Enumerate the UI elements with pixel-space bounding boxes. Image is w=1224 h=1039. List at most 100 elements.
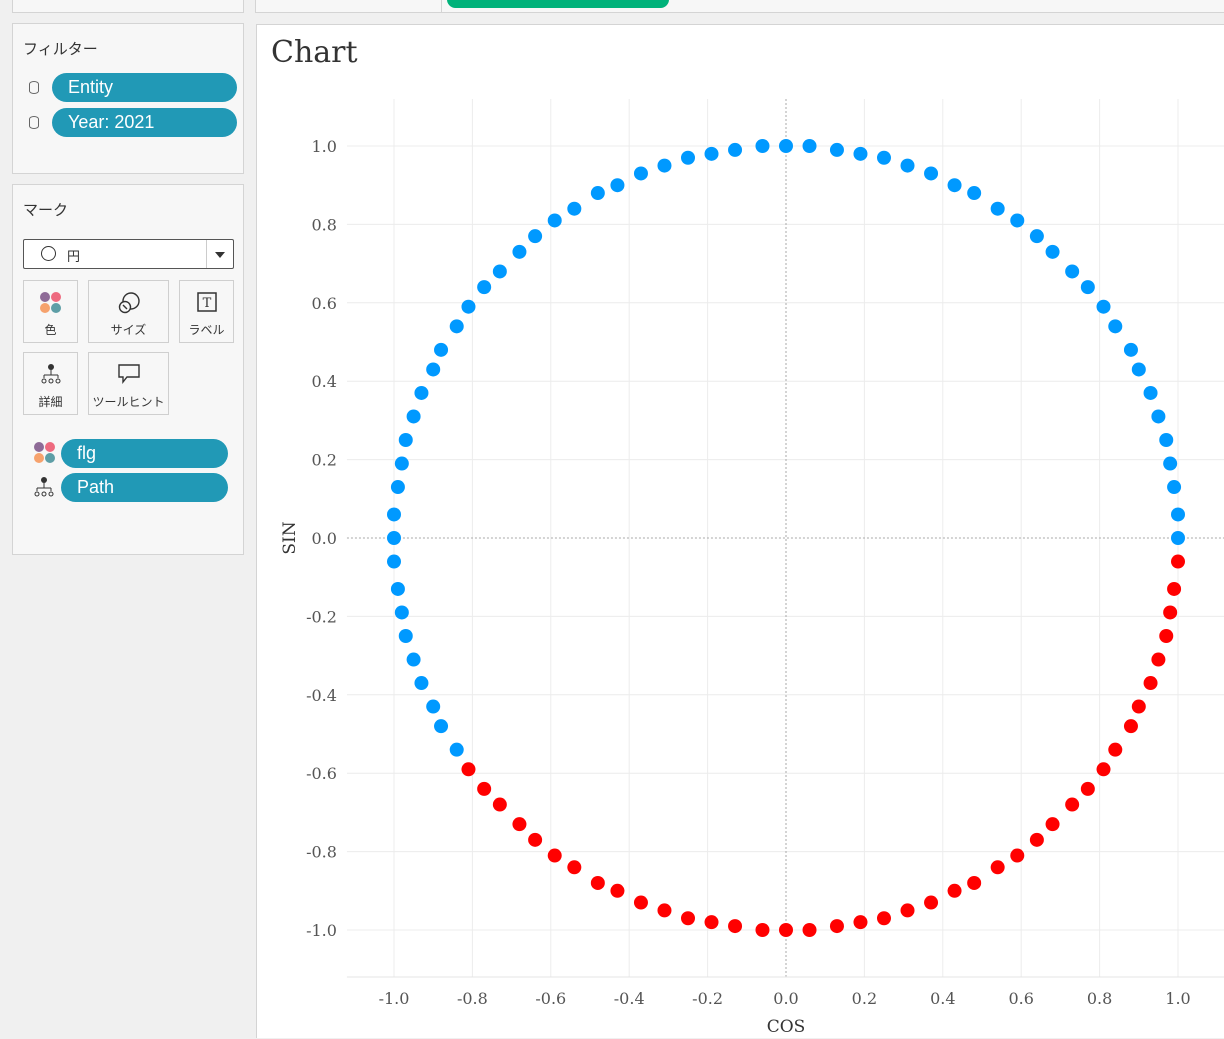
data-point[interactable] xyxy=(947,178,962,193)
data-point[interactable] xyxy=(1029,229,1044,244)
data-point[interactable] xyxy=(681,911,695,926)
data-point[interactable] xyxy=(1171,554,1185,569)
data-point[interactable] xyxy=(1045,817,1060,832)
data-point[interactable] xyxy=(449,319,464,334)
data-point[interactable] xyxy=(461,299,476,314)
data-point[interactable] xyxy=(853,915,868,930)
data-point[interactable] xyxy=(1151,652,1166,667)
color-card[interactable]: 色 xyxy=(23,280,78,343)
size-card[interactable]: サイズ xyxy=(88,280,169,343)
data-point[interactable] xyxy=(755,923,770,937)
label-card[interactable]: T ラベル xyxy=(179,280,234,343)
data-point[interactable] xyxy=(387,531,401,545)
data-point[interactable] xyxy=(924,166,939,181)
data-point[interactable] xyxy=(779,923,793,937)
data-point[interactable] xyxy=(802,139,817,153)
data-point[interactable] xyxy=(1045,244,1060,259)
data-point[interactable] xyxy=(1151,409,1166,424)
data-point[interactable] xyxy=(900,158,915,173)
data-point[interactable] xyxy=(414,676,429,691)
data-point[interactable] xyxy=(829,142,844,157)
filter-pill-year[interactable]: Year: 2021 xyxy=(52,108,237,137)
data-point[interactable] xyxy=(1131,362,1146,377)
data-point[interactable] xyxy=(1065,264,1080,279)
shelf-pill[interactable] xyxy=(447,0,669,8)
data-point[interactable] xyxy=(1065,797,1080,812)
field-pill-path[interactable]: Path xyxy=(61,473,228,502)
data-point[interactable] xyxy=(434,342,449,357)
data-point[interactable] xyxy=(547,848,562,863)
data-point[interactable] xyxy=(398,629,413,643)
data-point[interactable] xyxy=(590,875,605,890)
data-point[interactable] xyxy=(610,883,625,898)
data-point[interactable] xyxy=(1159,629,1174,643)
data-point[interactable] xyxy=(1131,699,1146,714)
data-point[interactable] xyxy=(1171,531,1185,545)
data-point[interactable] xyxy=(492,264,507,279)
data-point[interactable] xyxy=(426,699,441,714)
data-point[interactable] xyxy=(1029,832,1044,847)
data-point[interactable] xyxy=(1010,213,1025,228)
data-point[interactable] xyxy=(512,817,527,832)
data-point[interactable] xyxy=(633,166,648,181)
data-point[interactable] xyxy=(990,860,1005,875)
data-point[interactable] xyxy=(477,280,492,295)
data-point[interactable] xyxy=(947,883,962,898)
data-point[interactable] xyxy=(387,554,401,569)
data-point[interactable] xyxy=(1123,342,1138,357)
data-point[interactable] xyxy=(755,139,770,153)
data-point[interactable] xyxy=(394,456,409,471)
data-point[interactable] xyxy=(528,229,543,244)
scatter-plot[interactable]: -1.0 -0.8 -0.6 -0.4 -0.2 0.0 0.2 0.4 0.6 0.8 1.0 1.… xyxy=(257,25,1224,1039)
data-point[interactable] xyxy=(1096,762,1111,777)
tooltip-card[interactable]: ツールヒント xyxy=(88,352,169,415)
data-point[interactable] xyxy=(924,895,939,910)
data-point[interactable] xyxy=(398,433,413,447)
data-point[interactable] xyxy=(434,719,449,734)
data-point[interactable] xyxy=(461,762,476,777)
data-point[interactable] xyxy=(1010,848,1025,863)
data-point[interactable] xyxy=(528,832,543,847)
data-point[interactable] xyxy=(704,915,719,930)
data-point[interactable] xyxy=(967,186,982,201)
data-point[interactable] xyxy=(1163,605,1178,620)
data-point[interactable] xyxy=(567,201,582,216)
data-point[interactable] xyxy=(990,201,1005,216)
data-point[interactable] xyxy=(681,150,695,165)
data-point[interactable] xyxy=(406,652,421,667)
data-point[interactable] xyxy=(1163,456,1178,471)
data-point[interactable] xyxy=(449,742,464,757)
data-point[interactable] xyxy=(1080,781,1095,796)
data-point[interactable] xyxy=(1123,719,1138,734)
data-point[interactable] xyxy=(1108,742,1123,757)
data-point[interactable] xyxy=(492,797,507,812)
data-point[interactable] xyxy=(406,409,421,424)
filter-pill-entity[interactable]: Entity xyxy=(52,73,237,102)
data-point[interactable] xyxy=(414,385,429,400)
data-point[interactable] xyxy=(590,186,605,201)
data-point[interactable] xyxy=(829,919,844,934)
data-point[interactable] xyxy=(802,923,817,937)
field-pill-flg[interactable]: flg xyxy=(61,439,228,468)
data-point[interactable] xyxy=(1171,507,1185,522)
data-point[interactable] xyxy=(547,213,562,228)
data-point[interactable] xyxy=(779,139,793,153)
data-point[interactable] xyxy=(387,507,401,522)
data-point[interactable] xyxy=(512,244,527,259)
data-point[interactable] xyxy=(853,146,868,161)
data-point[interactable] xyxy=(657,158,672,173)
data-point[interactable] xyxy=(728,919,743,934)
data-point[interactable] xyxy=(633,895,648,910)
data-point[interactable] xyxy=(728,142,743,157)
data-point[interactable] xyxy=(477,781,492,796)
data-point[interactable] xyxy=(1143,385,1158,400)
detail-card[interactable]: 詳細 xyxy=(23,352,78,415)
data-point[interactable] xyxy=(1167,581,1182,596)
data-point[interactable] xyxy=(1159,433,1174,447)
data-point[interactable] xyxy=(877,911,891,926)
data-point[interactable] xyxy=(900,903,915,918)
data-point[interactable] xyxy=(1167,480,1182,495)
data-point[interactable] xyxy=(394,605,409,620)
data-point[interactable] xyxy=(390,581,405,596)
data-point[interactable] xyxy=(657,903,672,918)
